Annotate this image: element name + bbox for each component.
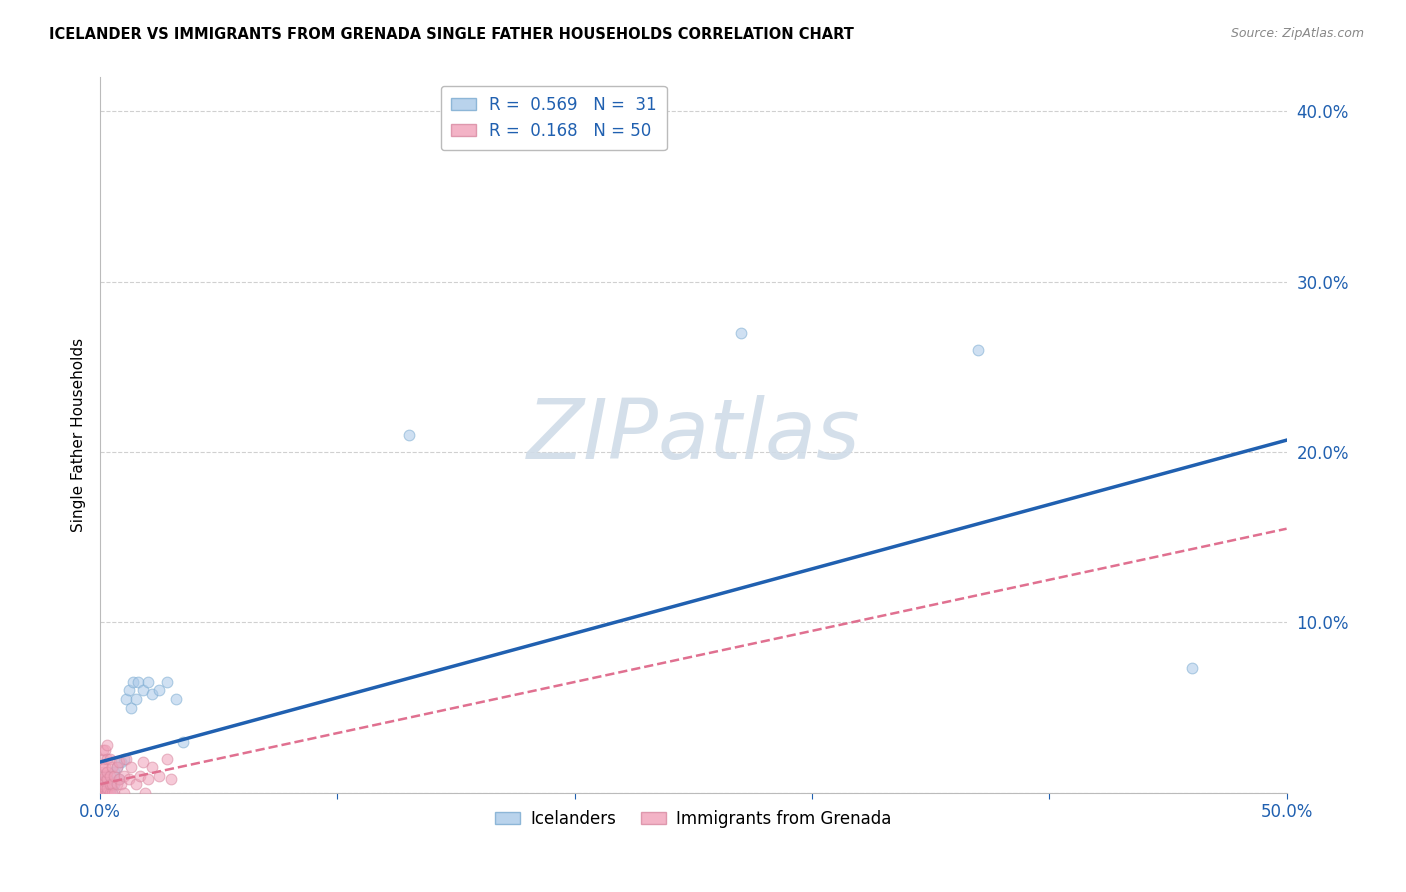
Point bbox=[91, 786, 114, 800]
Point bbox=[117, 683, 139, 698]
Point bbox=[125, 777, 148, 791]
Point bbox=[155, 675, 177, 690]
Point bbox=[94, 769, 117, 783]
Point bbox=[141, 760, 163, 774]
Point bbox=[98, 751, 121, 765]
Y-axis label: Single Father Households: Single Father Households bbox=[72, 338, 86, 533]
Point bbox=[98, 777, 121, 791]
Point bbox=[89, 786, 111, 800]
Point bbox=[101, 777, 124, 791]
Text: Source: ZipAtlas.com: Source: ZipAtlas.com bbox=[1230, 27, 1364, 40]
Point bbox=[105, 760, 128, 774]
Point bbox=[136, 772, 159, 786]
Point bbox=[134, 786, 156, 800]
Point bbox=[94, 786, 117, 800]
Point bbox=[105, 760, 128, 774]
Point bbox=[94, 760, 117, 774]
Point bbox=[108, 772, 131, 786]
Point bbox=[96, 780, 118, 795]
Point bbox=[96, 777, 118, 791]
Point bbox=[155, 751, 177, 765]
Point bbox=[120, 700, 142, 714]
Point bbox=[148, 683, 170, 698]
Point bbox=[967, 343, 990, 357]
Point bbox=[96, 765, 118, 780]
Point bbox=[103, 777, 125, 791]
Point bbox=[101, 760, 124, 774]
Point bbox=[91, 751, 114, 765]
Point bbox=[132, 755, 155, 769]
Point bbox=[117, 772, 139, 786]
Point bbox=[105, 777, 128, 791]
Text: ZIPatlas: ZIPatlas bbox=[527, 394, 860, 475]
Point bbox=[125, 692, 148, 706]
Point bbox=[165, 692, 187, 706]
Point bbox=[110, 755, 132, 769]
Point bbox=[91, 772, 114, 786]
Point bbox=[115, 692, 138, 706]
Point bbox=[96, 738, 118, 752]
Point bbox=[115, 751, 138, 765]
Point bbox=[94, 772, 117, 786]
Point bbox=[112, 751, 135, 765]
Point bbox=[112, 786, 135, 800]
Point bbox=[91, 760, 114, 774]
Point bbox=[148, 769, 170, 783]
Point bbox=[96, 751, 118, 765]
Point bbox=[122, 675, 145, 690]
Point bbox=[94, 743, 117, 757]
Point bbox=[103, 765, 125, 780]
Point bbox=[91, 782, 114, 797]
Point bbox=[129, 769, 152, 783]
Point bbox=[127, 675, 149, 690]
Point bbox=[103, 769, 125, 783]
Point bbox=[398, 428, 420, 442]
Point bbox=[91, 777, 114, 791]
Point bbox=[141, 687, 163, 701]
Point bbox=[94, 780, 117, 795]
Point bbox=[101, 786, 124, 800]
Point bbox=[96, 769, 118, 783]
Point bbox=[96, 772, 118, 786]
Point bbox=[94, 773, 117, 788]
Point bbox=[98, 769, 121, 783]
Point bbox=[110, 777, 132, 791]
Point bbox=[94, 786, 117, 800]
Point bbox=[108, 755, 131, 769]
Point bbox=[132, 683, 155, 698]
Point bbox=[103, 786, 125, 800]
Point bbox=[160, 772, 183, 786]
Point bbox=[120, 760, 142, 774]
Legend: Icelanders, Immigrants from Grenada: Icelanders, Immigrants from Grenada bbox=[488, 803, 898, 834]
Point bbox=[96, 786, 118, 800]
Text: ICELANDER VS IMMIGRANTS FROM GRENADA SINGLE FATHER HOUSEHOLDS CORRELATION CHART: ICELANDER VS IMMIGRANTS FROM GRENADA SIN… bbox=[49, 27, 853, 42]
Point bbox=[98, 786, 121, 800]
Point bbox=[89, 777, 111, 791]
Point bbox=[91, 765, 114, 780]
Point bbox=[108, 772, 131, 786]
Point bbox=[98, 780, 121, 795]
Point bbox=[91, 782, 114, 797]
Point bbox=[730, 326, 752, 340]
Point bbox=[91, 777, 114, 791]
Point bbox=[101, 786, 124, 800]
Point bbox=[172, 734, 194, 748]
Point bbox=[112, 769, 135, 783]
Point bbox=[136, 675, 159, 690]
Point bbox=[91, 743, 114, 757]
Point bbox=[1181, 661, 1204, 675]
